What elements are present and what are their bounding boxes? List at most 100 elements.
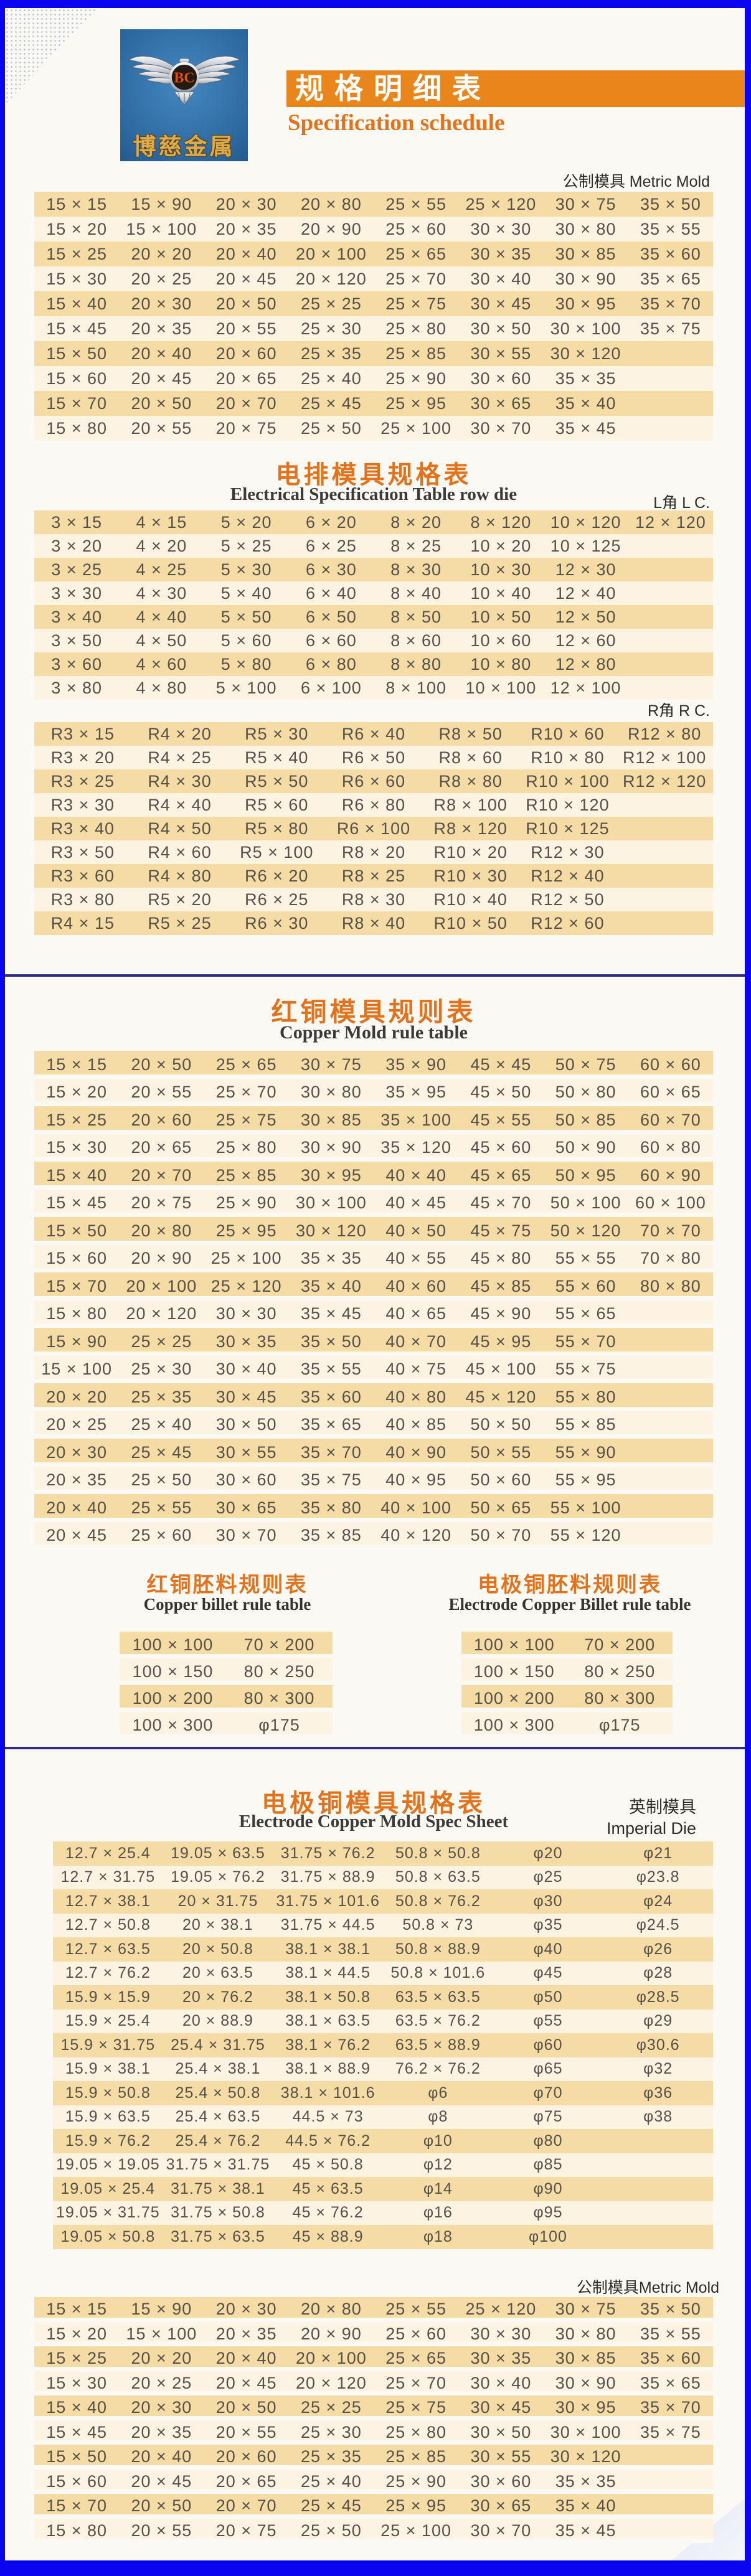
table-cell: 15 × 60 — [46, 2471, 108, 2491]
table-row: 19.05 × 25.4 31.75 × 38.1 45 × 63.5 φ14 φ90 — [53, 2177, 713, 2201]
table-cell: 50 × 90 — [555, 1138, 616, 1157]
table-cell: 15 × 100 — [41, 1360, 113, 1379]
table-cell: 38.1 × 88.9 — [285, 2060, 371, 2078]
table-cell: 25 × 80 — [385, 2422, 447, 2442]
table-cell: 25 × 95 — [385, 393, 447, 413]
table-cell: 30 × 75 — [555, 2300, 616, 2319]
table-cell: 15 × 40 — [46, 294, 108, 313]
table-cell: R6 × 50 — [341, 748, 406, 767]
table-cell: R5 × 50 — [245, 771, 309, 791]
table-cell: R4 × 30 — [148, 771, 212, 791]
table-cell: 45 × 75 — [470, 1221, 532, 1240]
table-cell: 12.7 × 25.4 — [65, 1844, 151, 1862]
table-cell: R8 × 20 — [341, 842, 406, 862]
table-row: R3 × 80 R5 × 20 R6 × 25 R8 × 30 R10 × 40 R12 … — [34, 888, 713, 911]
table-cell — [628, 1467, 713, 1495]
table-cell: 8 × 50 — [390, 607, 442, 626]
table-cell: R8 × 80 — [438, 771, 503, 791]
table-cell — [616, 817, 713, 840]
table-cell: 10 × 60 — [470, 631, 532, 650]
table-cell: 25 × 55 — [131, 1498, 192, 1517]
table-row: 15.9 × 25.4 20 × 88.9 38.1 × 63.5 63.5 × 76… — [53, 2009, 713, 2033]
table-cell: 30 × 85 — [300, 1110, 362, 1129]
table-cell: 8 × 60 — [390, 631, 442, 650]
table-cell: 19.05 × 31.75 — [56, 2204, 160, 2222]
table-cell: 70 × 200 — [584, 1635, 656, 1654]
table-cell: 50 × 85 — [555, 1110, 616, 1129]
table-row: 20 × 40 25 × 55 30 × 65 35 × 80 40 × 100 50 ×… — [34, 1494, 713, 1522]
table-cell: 30 × 55 — [470, 2447, 532, 2466]
table-cell: 12.7 × 63.5 — [65, 1940, 151, 1958]
table-cell: 3 × 40 — [51, 607, 103, 626]
electrode-copper-mold-table: 12.7 × 25.4 19.05 × 63.5 31.75 × 76.2 50.8 … — [53, 1841, 713, 2249]
table-cell: 5 × 20 — [220, 512, 272, 532]
table-cell: 25 × 40 — [300, 369, 362, 388]
table-cell: R8 × 100 — [433, 795, 508, 814]
table-cell — [603, 2225, 713, 2249]
table-cell: R4 × 15 — [50, 913, 115, 933]
table-cell: 10 × 20 — [470, 536, 532, 555]
table-cell: 20 × 25 — [46, 1415, 108, 1434]
table-cell: 20 × 20 — [131, 2349, 192, 2368]
table-row: 15 × 30 20 × 65 25 × 80 30 × 90 35 × 120 45 ×… — [34, 1134, 713, 1162]
copper-billet-rule-table: 100 × 100 70 × 200 100 × 150 80 × 250 100 × … — [120, 1632, 333, 1739]
table-cell: φ6 — [428, 2084, 448, 2102]
table-cell: 31.75 × 76.2 — [280, 1844, 376, 1862]
table-cell: 20 × 100 — [126, 1276, 197, 1295]
table-cell: 30 × 85 — [555, 2349, 616, 2368]
table-row: 15 × 15 15 × 90 20 × 30 20 × 80 25 × 55 25 × … — [34, 2297, 713, 2322]
table-cell: 12 × 40 — [555, 583, 616, 603]
table-cell: 30 × 75 — [300, 1055, 362, 1074]
table-cell: 10 × 120 — [550, 512, 621, 532]
table-cell: 20 × 50.8 — [182, 1940, 253, 1958]
section-divider — [5, 974, 745, 977]
table-cell: 100 × 150 — [132, 1662, 214, 1681]
table-cell: 40 × 55 — [385, 1249, 447, 1268]
table-cell: φ23.8 — [636, 1868, 680, 1886]
table-row: 15 × 100 25 × 30 30 × 40 35 × 55 40 × 75 45 ×… — [34, 1355, 713, 1383]
table-cell: φ100 — [529, 2227, 567, 2245]
table-cell: 5 × 25 — [220, 536, 272, 555]
table-cell: 35 × 70 — [640, 294, 701, 313]
table-cell: R10 × 120 — [526, 795, 610, 814]
table-cell: R5 × 80 — [245, 819, 309, 838]
table-cell: 30 × 90 — [555, 2373, 616, 2392]
table-cell: 35 × 60 — [640, 2349, 701, 2368]
table-cell — [616, 911, 713, 935]
table-cell: 55 × 55 — [555, 1249, 616, 1268]
table-cell: 8 × 30 — [390, 560, 442, 579]
table-cell: 30 × 70 — [215, 1526, 277, 1545]
table-cell: 15 × 50 — [46, 2447, 108, 2466]
table-cell: 12 × 30 — [555, 560, 616, 579]
table-cell: 3 × 15 — [51, 512, 103, 532]
table-cell: 100 × 300 — [473, 1716, 555, 1734]
table-cell: φ26 — [643, 1940, 673, 1958]
table-cell: 12.7 × 50.8 — [65, 1916, 151, 1934]
table-cell: 15.9 × 76.2 — [65, 2132, 151, 2150]
metric-mold-label-bottom: 公制模具Metric Mold — [576, 2279, 719, 2296]
table-cell: 15.9 × 15.9 — [65, 1988, 151, 2006]
table-cell: 25 × 55 — [385, 194, 447, 214]
table-cell: 15 × 15 — [46, 2300, 108, 2319]
table-cell: 25 × 70 — [385, 269, 447, 288]
table-row: 15.9 × 63.5 25.4 × 63.5 44.5 × 73 φ8 φ75 φ38 — [53, 2105, 713, 2129]
table-cell: 3 × 30 — [51, 583, 103, 603]
table-row: 100 × 150 80 × 250 — [120, 1658, 333, 1685]
table-row: 12.7 × 38.1 20 × 31.75 31.75 × 101.6 50.8 ×… — [53, 1889, 713, 1914]
table-row: 3 × 40 4 × 40 5 × 50 6 × 50 8 × 50 10 × 50 12 … — [34, 605, 713, 629]
table-cell: 20 × 55 — [131, 418, 192, 438]
table-cell: 25 × 65 — [385, 244, 447, 263]
table-cell: 25 × 70 — [385, 2373, 447, 2392]
table-cell: 5 × 60 — [220, 631, 272, 650]
table-cell: 25 × 95 — [385, 2496, 447, 2516]
table-cell: 35 × 35 — [555, 2471, 616, 2491]
table-cell: 5 × 40 — [220, 583, 272, 603]
table-cell: 30 × 50 — [215, 1415, 277, 1434]
table-cell: 40 × 90 — [385, 1442, 447, 1462]
table-cell: 25 × 35 — [300, 344, 362, 363]
table-cell — [616, 888, 713, 911]
table-row: 15 × 25 20 × 20 20 × 40 20 × 100 25 × 65 30 ×… — [34, 2346, 713, 2371]
table-cell: 20 × 55 — [131, 1083, 192, 1102]
table-cell: 25 × 45 — [131, 1442, 192, 1462]
table-cell: 25 × 65 — [385, 2349, 447, 2368]
